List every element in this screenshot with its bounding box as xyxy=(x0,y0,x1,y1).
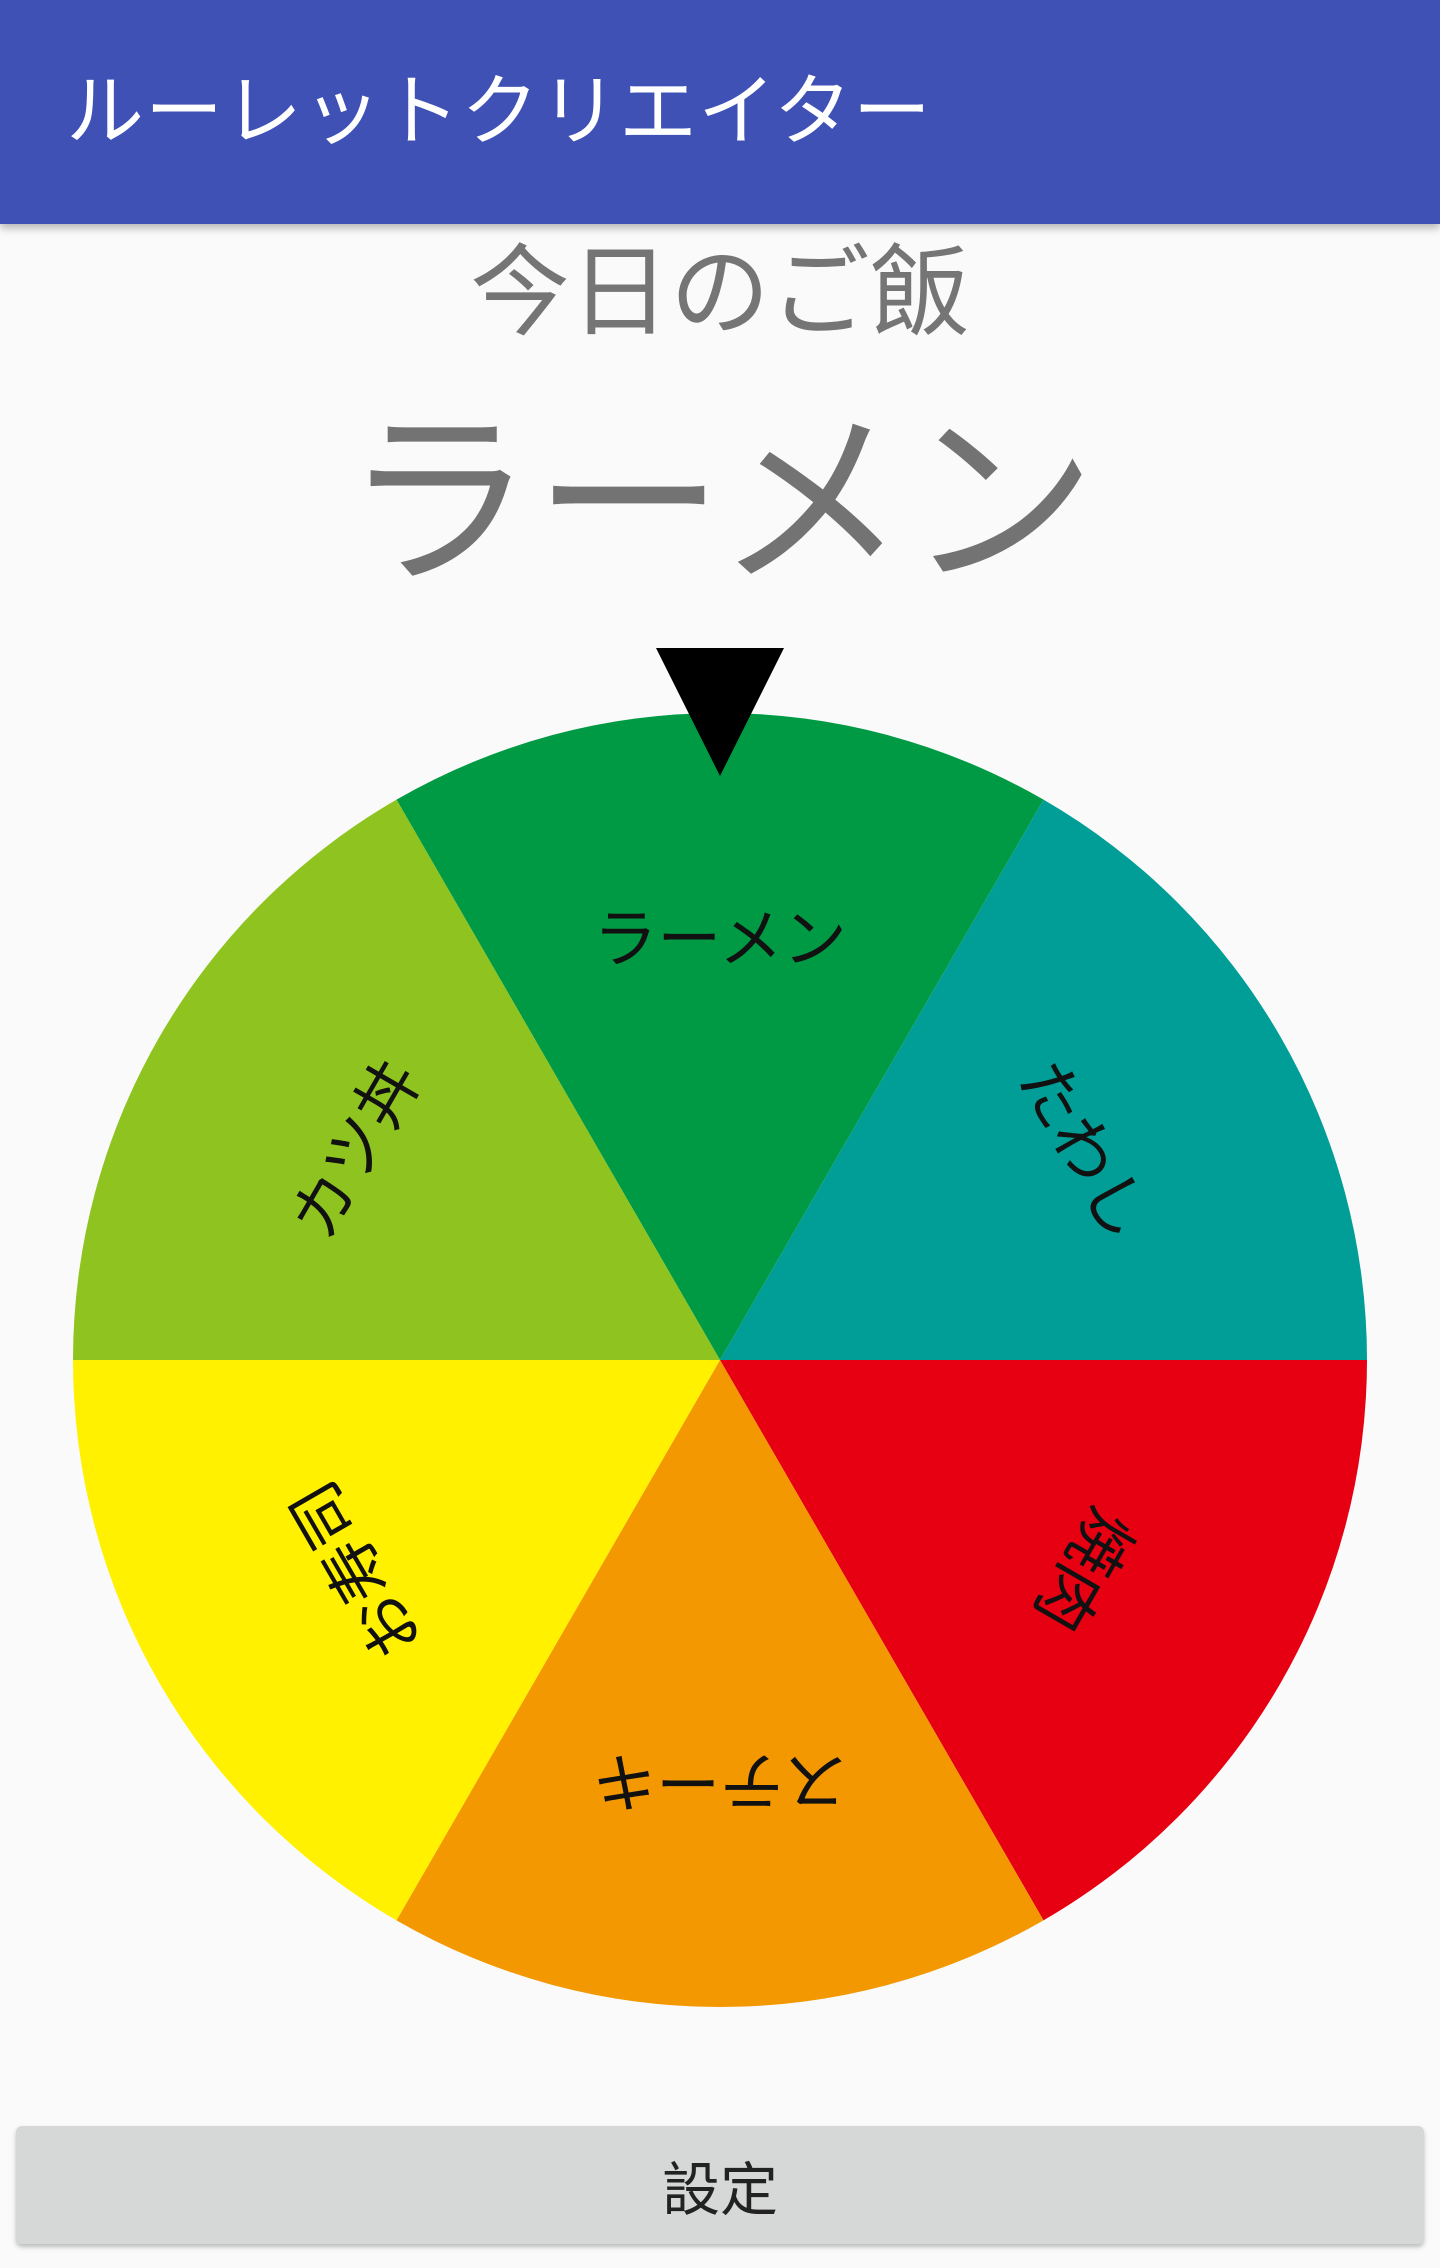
settings-button[interactable]: 設定 xyxy=(16,2126,1424,2244)
wheel-segment xyxy=(396,712,1044,1360)
app-title: ルーレットクリエイター xyxy=(66,67,932,157)
wheel-segment xyxy=(396,1360,1044,2008)
wheel-segment-label: ラーメン xyxy=(593,904,846,978)
roulette-title: 今日のご飯 xyxy=(470,234,970,351)
roulette-wheel-area[interactable]: ラーメン たわし 焼肉 ステーキ お寿司 カツ丼 xyxy=(0,640,1440,2020)
wheel-segment-label: ステーキ xyxy=(592,1742,848,1816)
app-bar: ルーレットクリエイター xyxy=(0,0,1440,224)
result-text: ラーメン xyxy=(343,392,1097,613)
wheel-segment xyxy=(73,799,720,1360)
wheel-segment xyxy=(720,1360,1367,1921)
wheel-segment xyxy=(73,1360,720,1921)
pointer-triangle-icon xyxy=(656,648,784,776)
wheel-segment xyxy=(720,799,1367,1360)
